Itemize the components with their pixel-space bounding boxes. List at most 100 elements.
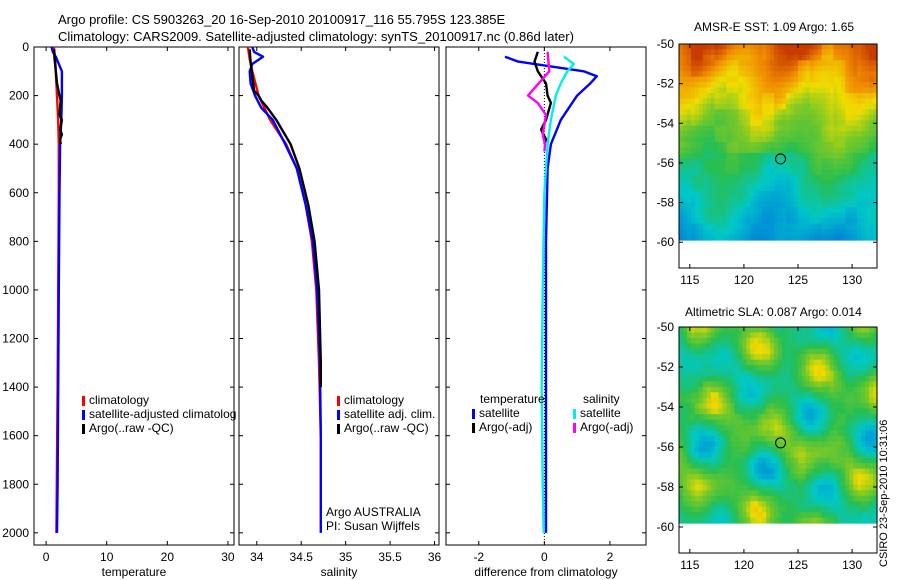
map-cell bbox=[698, 174, 704, 181]
map-cell bbox=[730, 218, 736, 225]
map-cell bbox=[793, 392, 799, 399]
map-cell bbox=[682, 501, 688, 508]
map-cell bbox=[750, 348, 755, 355]
map-cell bbox=[762, 180, 767, 187]
map-cell bbox=[758, 180, 763, 187]
map-cell bbox=[833, 103, 838, 110]
map-cell bbox=[706, 365, 712, 372]
map-cell bbox=[801, 191, 807, 198]
map-cell bbox=[813, 109, 819, 116]
map-cell bbox=[861, 49, 866, 56]
map-cell bbox=[686, 446, 692, 453]
map-cell bbox=[730, 327, 736, 334]
map-cell bbox=[742, 403, 747, 410]
map-cell bbox=[813, 495, 819, 502]
map-cell bbox=[710, 392, 716, 399]
map-cell bbox=[690, 136, 696, 143]
map-cell bbox=[869, 463, 874, 470]
map-cell bbox=[686, 49, 692, 56]
map-cell bbox=[869, 87, 874, 94]
map-cell bbox=[694, 114, 700, 121]
map-cell bbox=[686, 147, 692, 154]
map-cell bbox=[845, 441, 850, 448]
map-cell bbox=[698, 512, 704, 519]
map-cell bbox=[873, 348, 878, 355]
map-cell bbox=[797, 457, 803, 464]
map-cell bbox=[793, 98, 799, 105]
map-cell bbox=[833, 381, 838, 388]
map-cell bbox=[853, 414, 858, 421]
map-cell bbox=[722, 354, 728, 361]
map-cell bbox=[857, 142, 862, 149]
map-cell bbox=[845, 359, 850, 366]
map-cell bbox=[706, 147, 712, 154]
map-cell bbox=[817, 425, 823, 432]
map-cell bbox=[722, 131, 728, 138]
map-cell bbox=[789, 93, 795, 100]
map-cell bbox=[861, 218, 866, 225]
map-cell bbox=[690, 71, 696, 78]
map-cell bbox=[829, 327, 835, 334]
map-cell bbox=[738, 87, 743, 94]
map-cell bbox=[841, 354, 846, 361]
map-cell bbox=[734, 76, 739, 83]
map-cell bbox=[797, 517, 803, 524]
map-cell bbox=[710, 430, 716, 437]
map-cell bbox=[821, 419, 827, 426]
map-cell bbox=[686, 158, 692, 165]
map-cell bbox=[805, 125, 811, 132]
map-cell bbox=[698, 414, 704, 421]
map-cell bbox=[706, 435, 712, 442]
map-cell bbox=[730, 332, 736, 339]
x-tick-label: 34 bbox=[250, 550, 264, 564]
map-cell bbox=[853, 142, 858, 149]
map-cell bbox=[738, 54, 743, 61]
map-cell bbox=[869, 169, 874, 176]
map-cell bbox=[718, 359, 724, 366]
map-cell bbox=[873, 386, 878, 393]
map-cell bbox=[829, 82, 835, 89]
map-cell bbox=[718, 490, 724, 497]
map-cell bbox=[750, 120, 755, 127]
map-cell bbox=[853, 120, 858, 127]
map-cell bbox=[738, 98, 743, 105]
map-cell bbox=[694, 452, 700, 459]
map-cell bbox=[750, 403, 755, 410]
map-cell bbox=[873, 93, 878, 100]
map-cell bbox=[686, 131, 692, 138]
map-cell bbox=[742, 327, 747, 334]
map-cell bbox=[718, 109, 724, 116]
map-cell bbox=[702, 191, 708, 198]
map-cell bbox=[738, 147, 743, 154]
map-cell bbox=[679, 163, 684, 170]
map-cell bbox=[738, 131, 743, 138]
map-cell bbox=[754, 408, 759, 415]
map-cell bbox=[706, 386, 712, 393]
map-cell bbox=[690, 82, 696, 89]
map-cell bbox=[801, 463, 807, 470]
map-cell bbox=[698, 474, 704, 481]
map-cell bbox=[865, 109, 870, 116]
map-cell bbox=[837, 223, 842, 230]
map-cell bbox=[809, 365, 815, 372]
y-tick-label: -56 bbox=[657, 156, 675, 170]
map-cell bbox=[742, 158, 747, 165]
map-cell bbox=[758, 44, 763, 51]
map-cell bbox=[829, 76, 835, 83]
map-cell bbox=[873, 490, 878, 497]
map-cell bbox=[865, 49, 870, 56]
map-cell bbox=[853, 474, 858, 481]
map-cell bbox=[750, 163, 755, 170]
map-cell bbox=[758, 185, 763, 192]
map-cell bbox=[781, 174, 787, 181]
map-cell bbox=[770, 120, 775, 127]
map-cell bbox=[698, 65, 704, 72]
map-cell bbox=[869, 71, 874, 78]
map-cell bbox=[718, 354, 724, 361]
map-cell bbox=[785, 201, 791, 208]
map-cell bbox=[809, 441, 815, 448]
map-cell bbox=[754, 152, 759, 159]
map-cell bbox=[706, 131, 712, 138]
map-cell bbox=[813, 82, 819, 89]
map-cell bbox=[817, 332, 823, 339]
